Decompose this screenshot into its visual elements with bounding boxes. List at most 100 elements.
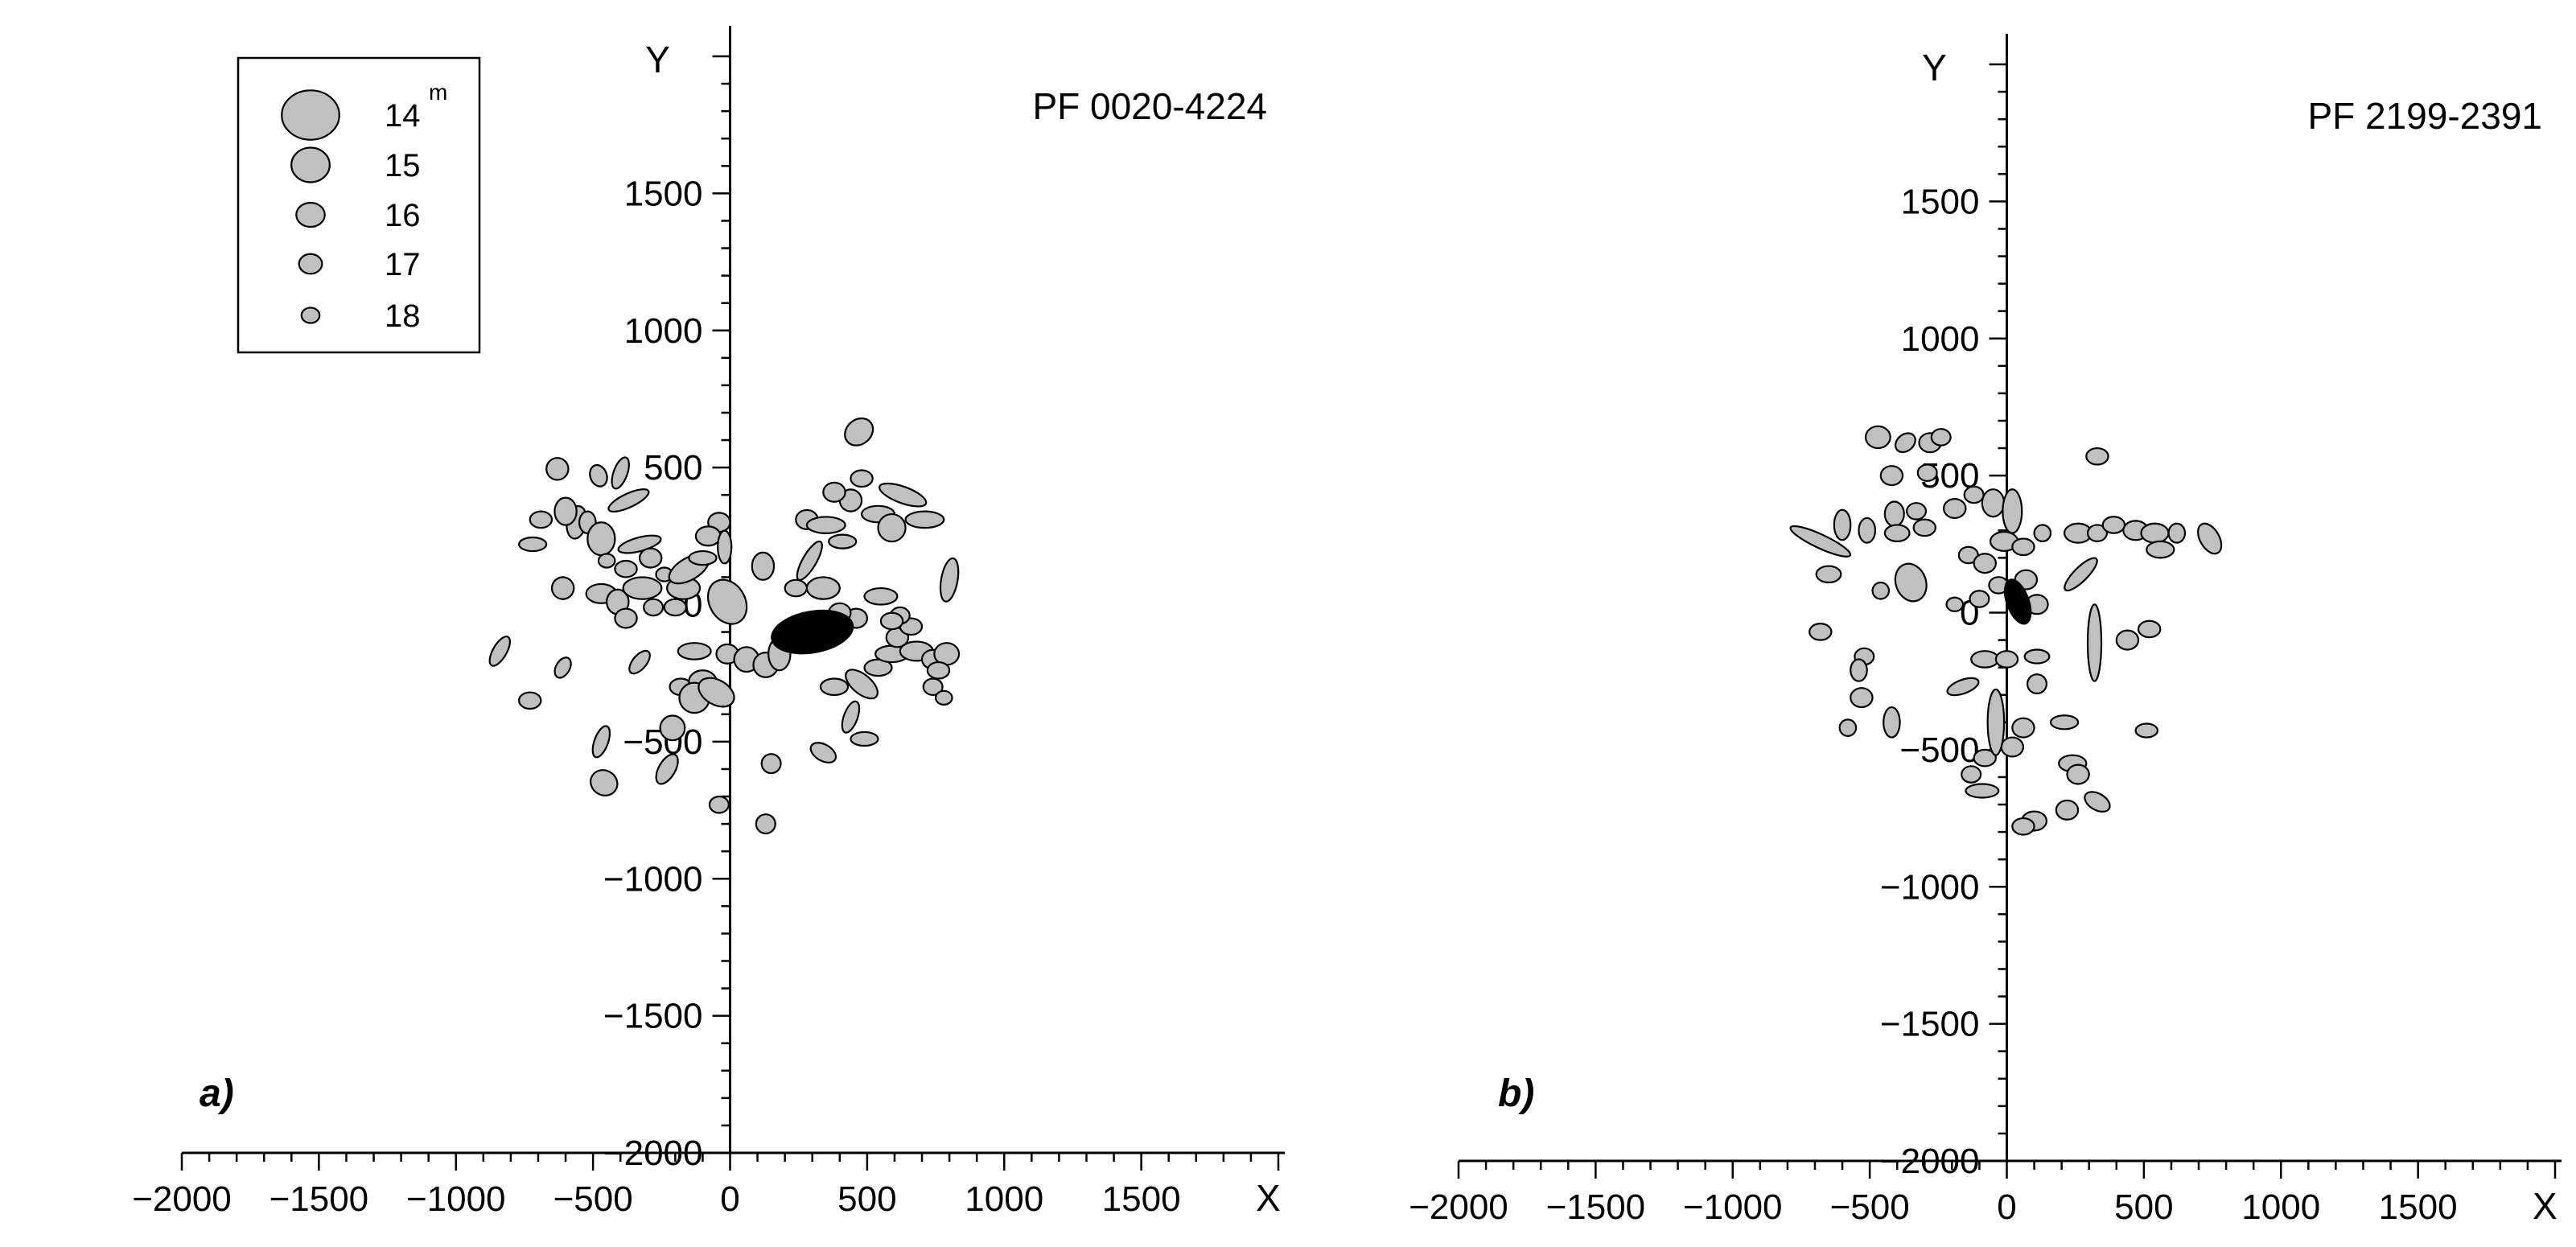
panel-b-data-point bbox=[2086, 603, 2103, 682]
panel-b-x-tick-label: 1000 bbox=[2241, 1187, 2320, 1227]
panel-a-data-point bbox=[694, 525, 722, 547]
panel-a-data-point bbox=[751, 551, 776, 581]
panel-a-data-point bbox=[518, 536, 548, 553]
panel-a-x-tick-label: 500 bbox=[837, 1179, 896, 1219]
panel-a-data-point bbox=[590, 769, 619, 796]
legend-symbol bbox=[298, 253, 323, 275]
panel-b-data-point bbox=[2134, 722, 2159, 739]
panel-b-data-point bbox=[1912, 518, 1937, 537]
panel-b-data-point bbox=[2115, 629, 2140, 651]
panel-b-data-point bbox=[1981, 488, 2006, 518]
panel-a-data-point bbox=[545, 457, 570, 481]
panel-b-highlight-point bbox=[2003, 578, 2032, 625]
panel-a-data-point bbox=[844, 417, 874, 447]
panel-b-data-point bbox=[2002, 488, 2023, 534]
panel-b-chart: −2000 −1500 −1000 −500 0 500 1000 1500150010005… bbox=[1409, 34, 2562, 1227]
panel-a-data-point bbox=[659, 714, 686, 742]
panel-b-data-point bbox=[2049, 714, 2080, 731]
legend-label: 14 bbox=[385, 98, 421, 134]
panel-a-data-point bbox=[822, 481, 846, 503]
panel-a-data-point bbox=[607, 488, 650, 512]
panel-b-x-tick-label: 500 bbox=[2114, 1187, 2173, 1227]
panel-b-data-point bbox=[1986, 688, 2006, 756]
panel-b-data-point bbox=[2084, 791, 2111, 813]
panel-b-data-point bbox=[1838, 718, 1858, 737]
panel-a-label: a) bbox=[200, 1072, 234, 1115]
panel-a-data-point bbox=[708, 795, 730, 814]
panel-a-data-point bbox=[760, 753, 782, 775]
panel-a-data-point bbox=[529, 510, 553, 529]
panel-a-highlight-point bbox=[771, 609, 854, 655]
legend-label: 18 bbox=[385, 298, 421, 334]
legend-symbol bbox=[290, 146, 331, 183]
legend-symbol bbox=[281, 89, 340, 141]
panel-a-data-point bbox=[706, 578, 748, 625]
panel-b-x-tick-label: −2000 bbox=[1409, 1187, 1508, 1227]
panel-a-data-point bbox=[879, 482, 928, 508]
panel-b-data-point bbox=[1946, 677, 1980, 697]
panel-b-y-tick-label: 1500 bbox=[1901, 182, 1980, 221]
panel-b-data-point bbox=[1858, 516, 1877, 544]
panel-a-data-point bbox=[553, 656, 572, 679]
panel-b-label: b) bbox=[1498, 1072, 1534, 1115]
panel-b-x-tick-label: −1500 bbox=[1546, 1187, 1646, 1227]
panel-a-data-point bbox=[755, 813, 776, 835]
panel-a-data-point bbox=[877, 512, 907, 543]
panel-b-y-tick-label: 1000 bbox=[1901, 319, 1980, 359]
panel-a-data-point bbox=[809, 742, 837, 763]
panel-b-x-tick-label: 0 bbox=[1997, 1187, 2016, 1227]
panel-a-data-point bbox=[550, 576, 575, 600]
legend-label: 16 bbox=[385, 198, 421, 233]
panel-b-data-point bbox=[2167, 522, 2187, 544]
panel-b-data-point bbox=[1894, 562, 1928, 603]
panel-b-data-point bbox=[2085, 447, 2109, 466]
panel-b-data-point bbox=[1916, 463, 1938, 483]
panel-b-data-point bbox=[1973, 553, 1997, 574]
panel-a-x-axis-label: X bbox=[1256, 1177, 1281, 1219]
panel-b-title: PF 2199-2391 bbox=[2307, 95, 2542, 137]
panel-b-data-point bbox=[2140, 522, 2170, 544]
panel-a-x-tick-label: −500 bbox=[553, 1179, 633, 1219]
panel-a-data-point bbox=[518, 691, 542, 710]
panel-b-data-point bbox=[1943, 497, 1967, 520]
legend: 14 15 16 17 18 m bbox=[237, 56, 481, 354]
panel-a-data-point bbox=[611, 456, 630, 490]
legend-unit: m bbox=[429, 80, 447, 105]
panel-a-y-tick-label: 1000 bbox=[624, 311, 703, 351]
panel-a-data-point bbox=[663, 598, 688, 617]
panel-b-data-point bbox=[1965, 783, 2000, 799]
panel-a-data-point bbox=[597, 553, 616, 569]
panel-a-data-point bbox=[845, 669, 879, 700]
panel-b-data-point bbox=[2197, 522, 2223, 555]
panel-a-data-point bbox=[488, 636, 511, 667]
panel-a-data-point bbox=[622, 576, 663, 600]
panel-a-data-point bbox=[879, 611, 904, 631]
panel-b-x-tick-label: −1000 bbox=[1683, 1187, 1783, 1227]
panel-a-x-tick-label: −2000 bbox=[132, 1179, 232, 1219]
panel-b-x-tick-label: −500 bbox=[1830, 1187, 1910, 1227]
panel-a-data-point bbox=[796, 540, 823, 582]
panel-a-x-tick-label: −1500 bbox=[270, 1179, 369, 1219]
panel-b-data-point bbox=[1883, 706, 1901, 739]
panel-b-data-point bbox=[2064, 557, 2098, 592]
panel-a-data-point bbox=[904, 510, 945, 529]
panel-b-data-point bbox=[1809, 623, 1833, 641]
panel-a-data-point bbox=[638, 547, 663, 569]
panel-a-data-point bbox=[717, 529, 733, 565]
panel-b-data-point bbox=[1894, 432, 1916, 454]
panel-b-data-point bbox=[1871, 581, 1891, 600]
panel-a-data-point bbox=[841, 700, 861, 734]
panel-b-data-point bbox=[2011, 717, 2035, 739]
panel-a-data-point bbox=[591, 725, 611, 759]
panel-a-data-point bbox=[677, 642, 712, 661]
panel-a-data-point bbox=[922, 677, 944, 697]
panel-b-data-point bbox=[1969, 590, 1990, 608]
panel-b-data-point bbox=[2011, 537, 2035, 557]
panel-a-data-point bbox=[850, 731, 879, 747]
panel-b-data-point bbox=[1883, 524, 1911, 543]
panel-a-y-tick-label: 500 bbox=[644, 448, 702, 488]
panel-b-data-point bbox=[2033, 524, 2052, 543]
panel-b-data-point bbox=[1883, 500, 1905, 528]
panel-a-y-tick-label: −2000 bbox=[603, 1134, 703, 1173]
